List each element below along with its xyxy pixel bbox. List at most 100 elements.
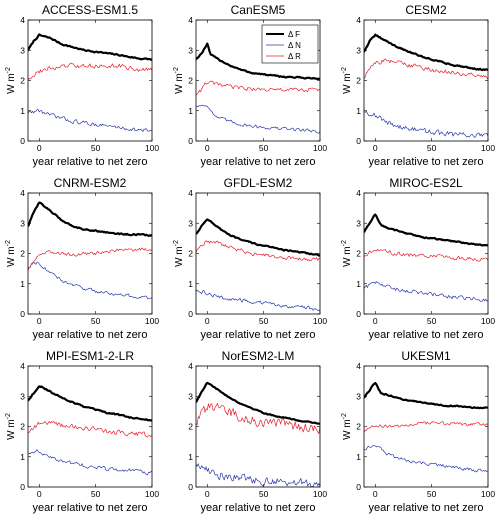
series-line-N xyxy=(196,463,320,487)
panel-6: MIROC-ES2L 0 50 100 0 1 2 3 4 year relative to ne… xyxy=(341,176,495,341)
x-tick-label: 50 xyxy=(427,316,437,326)
y-tick-label: 1 xyxy=(356,106,361,116)
legend-label-1: Δ F xyxy=(288,30,300,39)
y-axis-label: W m-2 xyxy=(341,240,353,267)
series-line-F xyxy=(28,33,152,61)
x-tick-label: 100 xyxy=(145,316,159,326)
panel-title: CNRM-ESM2 xyxy=(54,176,127,190)
y-tick-label: 0 xyxy=(20,136,25,146)
y-axis-label-exponent: -2 xyxy=(341,67,348,73)
x-tick-label: 0 xyxy=(37,489,42,499)
x-tick-label: 0 xyxy=(37,316,42,326)
y-axis-label-unit: W m xyxy=(342,419,353,440)
series-line-R xyxy=(364,248,488,262)
x-tick-label: 100 xyxy=(313,143,327,153)
series-line-F xyxy=(364,381,488,410)
x-tick-label: 100 xyxy=(481,143,495,153)
y-tick-label: 4 xyxy=(20,188,25,198)
y-tick-label: 0 xyxy=(356,136,361,146)
series-line-R xyxy=(196,240,320,262)
legend-box xyxy=(261,24,319,64)
x-tick-label: 50 xyxy=(427,489,437,499)
axes-box xyxy=(195,192,321,315)
y-tick-label: 2 xyxy=(356,76,361,86)
y-tick-label: 3 xyxy=(20,391,25,401)
y-tick-label: 4 xyxy=(356,188,361,198)
x-tick-label: 50 xyxy=(91,489,101,499)
panel-5: GFDL-ESM2 0 50 100 0 1 2 3 4 year relative to net… xyxy=(173,176,327,341)
y-tick-label: 4 xyxy=(20,15,25,25)
series-line-N xyxy=(28,261,152,299)
y-axis-label: W m-2 xyxy=(341,413,353,440)
y-tick-label: 1 xyxy=(188,452,193,462)
y-axis-label: W m-2 xyxy=(173,240,185,267)
series-line-F xyxy=(364,213,488,247)
y-tick-label: 4 xyxy=(20,361,25,371)
y-axis-label-unit: W m xyxy=(6,419,17,440)
series-line-N xyxy=(28,449,152,476)
panel-4: CNRM-ESM2 0 50 100 0 1 2 3 4 year relative to net… xyxy=(5,176,159,341)
x-axis-label: year relative to net zero xyxy=(201,502,316,514)
x-axis-label: year relative to net zero xyxy=(369,156,484,168)
x-axis-label: year relative to net zero xyxy=(33,156,148,168)
x-axis-label: year relative to net zero xyxy=(369,502,484,514)
panel-9: UKESM1 0 50 100 0 1 2 3 4 year relative to net ze… xyxy=(341,349,495,514)
y-axis-label-exponent: -2 xyxy=(5,413,12,419)
panel-title: UKESM1 xyxy=(401,349,451,363)
series-line-F xyxy=(28,201,152,237)
y-axis-label-exponent: -2 xyxy=(341,413,348,419)
x-tick-label: 50 xyxy=(259,316,269,326)
axes-box xyxy=(27,192,153,315)
series-line-R xyxy=(28,421,152,438)
y-axis-label-unit: W m xyxy=(342,246,353,267)
y-axis-label-unit: W m xyxy=(6,73,17,94)
y-tick-label: 4 xyxy=(356,361,361,371)
y-tick-label: 0 xyxy=(20,309,25,319)
y-axis-label-unit: W m xyxy=(174,246,185,267)
y-axis-label: W m-2 xyxy=(341,67,353,94)
y-axis-label-exponent: -2 xyxy=(5,240,12,246)
y-axis-label-unit: W m xyxy=(342,73,353,94)
y-tick-label: 2 xyxy=(356,422,361,432)
x-tick-label: 100 xyxy=(313,316,327,326)
y-tick-label: 0 xyxy=(356,482,361,492)
y-tick-label: 2 xyxy=(20,76,25,86)
panel-1: ACCESS-ESM1.5 0 50 100 0 1 2 3 4 year relative to… xyxy=(5,3,159,168)
panel-title: CanESM5 xyxy=(231,3,286,17)
y-tick-label: 3 xyxy=(356,45,361,55)
y-tick-label: 4 xyxy=(188,15,193,25)
y-tick-label: 3 xyxy=(188,391,193,401)
x-tick-label: 100 xyxy=(145,143,159,153)
x-axis-label: year relative to net zero xyxy=(33,329,148,341)
panel-title: MIROC-ES2L xyxy=(389,176,463,190)
series-line-N xyxy=(196,289,320,312)
panel-title: CESM2 xyxy=(405,3,447,17)
x-tick-label: 0 xyxy=(373,316,378,326)
series-line-N xyxy=(364,110,488,138)
panel-title: GFDL-ESM2 xyxy=(224,176,293,190)
series-line-R xyxy=(364,421,488,433)
x-tick-label: 0 xyxy=(37,143,42,153)
y-tick-label: 4 xyxy=(356,15,361,25)
x-tick-label: 0 xyxy=(373,143,378,153)
series-line-R xyxy=(28,62,152,81)
y-axis-label-exponent: -2 xyxy=(173,67,180,73)
x-tick-label: 50 xyxy=(259,489,269,499)
y-tick-label: 0 xyxy=(188,482,193,492)
y-tick-label: 2 xyxy=(356,249,361,259)
y-axis-label: W m-2 xyxy=(173,67,185,94)
series-line-N xyxy=(28,109,152,132)
x-axis-label: year relative to net zero xyxy=(369,329,484,341)
series-line-R xyxy=(196,80,320,96)
x-tick-label: 100 xyxy=(313,489,327,499)
y-tick-label: 0 xyxy=(188,136,193,146)
y-tick-label: 4 xyxy=(188,188,193,198)
y-axis-label-unit: W m xyxy=(6,246,17,267)
x-tick-label: 100 xyxy=(145,489,159,499)
y-tick-label: 3 xyxy=(20,218,25,228)
series-line-R xyxy=(196,402,320,434)
series-line-F xyxy=(28,385,152,422)
y-axis-label-exponent: -2 xyxy=(341,240,348,246)
y-axis-label: W m-2 xyxy=(5,240,17,267)
